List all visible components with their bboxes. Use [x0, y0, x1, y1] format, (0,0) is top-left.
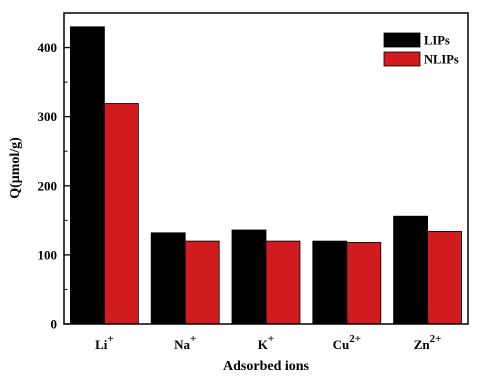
y-tick-label: 300 [38, 109, 58, 124]
legend-swatch-lips [383, 32, 421, 48]
bar-lips-k [231, 229, 267, 325]
bars-layer [70, 26, 463, 325]
bar-lips-na [150, 232, 186, 325]
bar-lips-zn [393, 215, 429, 325]
x-tick-label-cu: Cu2+ [333, 333, 361, 352]
x-axis-ticks: Li+ Na+ K+ Cu2+ Zn2+ [95, 319, 441, 352]
x-tick-label-k: K+ [258, 333, 274, 352]
y-tick-label: 0 [51, 317, 58, 332]
bar-nlips-zn [427, 230, 463, 325]
y-tick-label: 400 [38, 40, 58, 55]
legend-label-nlips: NLIPs [424, 53, 459, 67]
legend-swatch-nlips [383, 51, 421, 67]
bar-nlips-cu [346, 241, 382, 325]
y-tick-label: 100 [38, 247, 58, 262]
legend: LIPs NLIPs [383, 32, 459, 67]
bar-nlips-na [184, 240, 220, 325]
legend-label-lips: LIPs [424, 34, 450, 48]
bar-lips-cu [312, 240, 348, 325]
x-tick-label-zn: Zn2+ [414, 333, 442, 352]
bar-lips-li [70, 26, 105, 325]
bar-nlips-k [265, 240, 301, 325]
y-axis-ticks: 0 100 200 300 400 [38, 40, 70, 332]
x-tick-label-li: Li+ [95, 333, 114, 352]
y-tick-label: 200 [38, 178, 58, 193]
y-axis-title: Q(μmol/g) [8, 137, 23, 199]
bar-nlips-li [104, 103, 139, 325]
x-tick-label-na: Na+ [174, 333, 196, 352]
x-axis-title: Adsorbed ions [223, 359, 310, 374]
